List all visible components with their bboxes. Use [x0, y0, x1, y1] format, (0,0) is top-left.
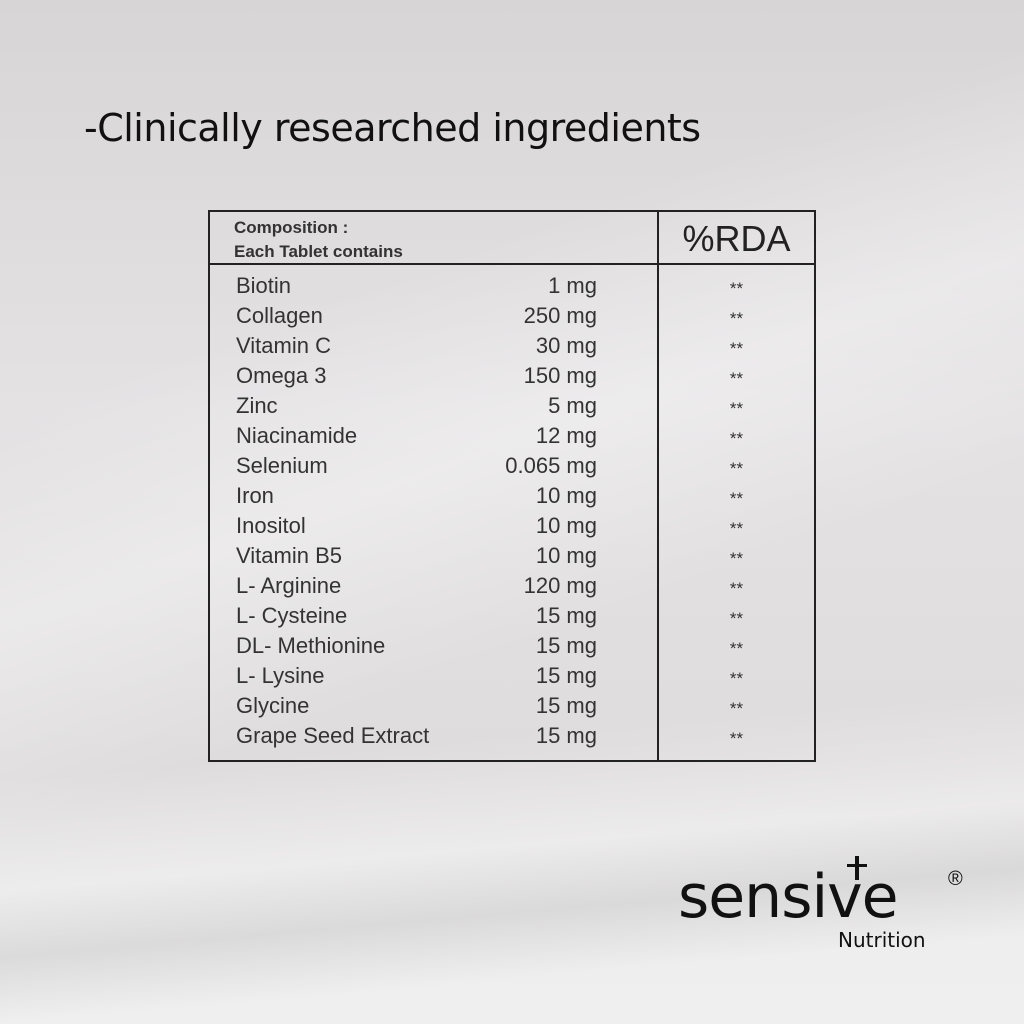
ingredient-amount: 15 mg [535, 693, 597, 718]
ingredient-rda: ** [729, 279, 744, 298]
ingredient-amount: 10 mg [535, 513, 597, 538]
ingredient-amount: 10 mg [535, 543, 597, 568]
ingredient-name: Grape Seed Extract [236, 723, 430, 748]
ingredient-name: Vitamin C [236, 333, 331, 358]
composition-table: Composition : Each Tablet contains %RDA … [208, 210, 816, 762]
ingredient-name: DL- Methionine [236, 633, 386, 658]
logo-sub: Nutrition [838, 928, 926, 952]
header-line: Each Tablet contains [234, 242, 403, 261]
divider [657, 212, 659, 760]
ingredient-name: Selenium [236, 453, 328, 478]
ingredient-rda: ** [729, 609, 744, 628]
ingredient-amount: 120 mg [523, 573, 597, 598]
ingredient-name: Iron [236, 483, 274, 508]
ingredient-name: Glycine [236, 693, 310, 718]
ingredient-rda: ** [729, 699, 744, 718]
ingredient-rda: ** [729, 639, 744, 658]
ingredient-amount: 15 mg [535, 723, 597, 748]
ingredient-rda: ** [729, 519, 744, 538]
ingredient-rda: ** [729, 669, 744, 688]
ingredient-amount: 15 mg [535, 633, 597, 658]
ingredient-rda: ** [729, 309, 744, 328]
ingredient-name: Niacinamide [236, 423, 358, 448]
ingredient-name: Vitamin B5 [236, 543, 342, 568]
ingredient-amount: 150 mg [523, 363, 597, 388]
heading: -Clinically researched ingredients [84, 106, 701, 150]
ingredient-rda: ** [729, 459, 744, 478]
ingredient-rda: ** [729, 579, 744, 598]
ingredient-amount: 12 mg [535, 423, 597, 448]
ingredient-rda: ** [729, 429, 744, 448]
ingredient-amount: 250 mg [523, 303, 597, 328]
ingredient-name: Collagen [236, 303, 323, 328]
ingredient-rda: ** [729, 549, 744, 568]
ingredient-name: L- Lysine [236, 663, 325, 688]
ingredient-name: Zinc [236, 393, 278, 418]
ingredient-rda: ** [729, 489, 744, 508]
ingredient-amount: 10 mg [535, 483, 597, 508]
ingredient-name: Inositol [236, 513, 306, 538]
ingredient-amount: 5 mg [548, 393, 597, 418]
logo-cross [847, 864, 867, 867]
ingredient-amount: 30 mg [535, 333, 597, 358]
ingredient-amount: 15 mg [535, 603, 597, 628]
rda-header: %RDA [682, 218, 791, 259]
header-rule [210, 263, 814, 265]
ingredient-name: L- Cysteine [236, 603, 348, 628]
logo-mark: ® [948, 868, 963, 890]
ingredient-name: Biotin [236, 273, 292, 298]
ingredient-name: Omega 3 [236, 363, 327, 388]
ingredient-name: L- Arginine [236, 573, 342, 598]
ingredient-rda: ** [729, 339, 744, 358]
ingredient-rda: ** [729, 399, 744, 418]
ingredient-rda: ** [729, 729, 744, 748]
logo-cross [855, 856, 859, 880]
logo-brand: sensive [678, 862, 899, 932]
ingredient-amount: 0.065 mg [505, 453, 597, 478]
header-line: Composition : [234, 218, 349, 237]
ingredient-amount: 1 mg [548, 273, 597, 298]
ingredient-rda: ** [729, 369, 744, 388]
ingredient-amount: 15 mg [535, 663, 597, 688]
